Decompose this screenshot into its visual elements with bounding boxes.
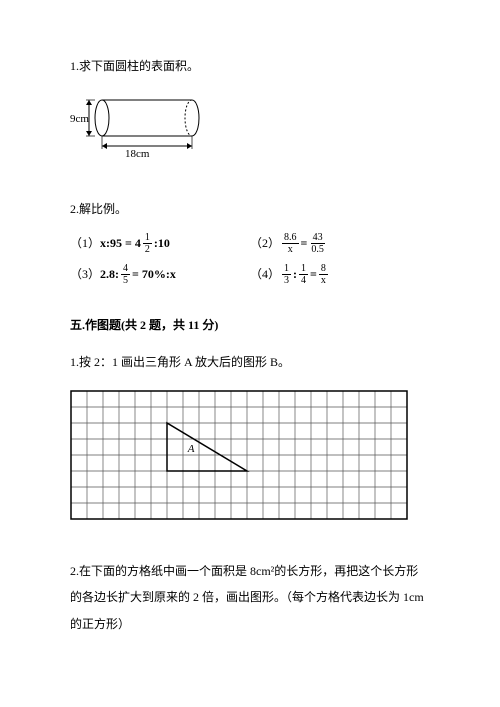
p4-fbd: 4	[299, 275, 308, 286]
p1-mixed-den: 2	[143, 244, 152, 255]
p4-eq: =	[310, 267, 317, 281]
svg-text:18cm: 18cm	[125, 148, 150, 160]
p2-f1d: x	[286, 244, 295, 255]
p1-lhs: x:95 = 4	[100, 236, 141, 250]
grid1-svg: A	[70, 390, 408, 520]
p4-fan: 1	[282, 263, 291, 275]
prop-4: （4） 13 : 14 = 8x	[250, 263, 330, 286]
p2-frac1: 8.6x	[282, 232, 299, 255]
idx-1: （1）	[70, 232, 100, 255]
p4-fcd: x	[319, 275, 328, 286]
grid1-wrap: A	[70, 390, 430, 528]
idx-3: （3）	[70, 263, 100, 286]
p3-tail: = 70%:x	[132, 267, 176, 281]
q2-text: 2.解比例。	[70, 198, 430, 221]
idx-2: （2）	[250, 232, 280, 255]
section5-heading: 五.作图题(共 2 题，共 11 分)	[70, 314, 430, 337]
p3-frac: 45	[121, 263, 130, 286]
proportions-block: （1） x:95 = 4 12 :10 （2） 8.6x = 430.5 （3）	[70, 232, 430, 286]
section5-q2: 2.在下面的方格纸中画一个面积是 8cm²的长方形，再把这个长方形的各边长扩大到…	[70, 558, 430, 637]
prop-3: （3） 2.8: 45 = 70%:x	[70, 263, 250, 286]
p4-fa: 13	[282, 263, 291, 286]
p4-fcn: 8	[319, 263, 328, 275]
svg-text:A: A	[187, 443, 195, 455]
p4-fbn: 1	[299, 263, 308, 275]
p4-fc: 8x	[319, 263, 328, 286]
p3-fd: 5	[121, 275, 130, 286]
p1-tail: :10	[154, 236, 170, 250]
cylinder-svg: 9cm 18cm	[70, 90, 215, 162]
p4-fb: 14	[299, 263, 308, 286]
q1-text: 1.求下面圆柱的表面积。	[70, 55, 430, 78]
section5-q1: 1.按 2：1 画出三角形 A 放大后的图形 B。	[70, 351, 430, 374]
p1-mixed: 12	[141, 232, 154, 255]
p2-f2d: 0.5	[309, 244, 326, 255]
p2-eq: =	[301, 236, 308, 250]
p2-f1n: 8.6	[282, 232, 299, 244]
cylinder-figure: 9cm 18cm	[70, 90, 430, 170]
p3-lead: 2.8:	[100, 267, 119, 281]
p3-fn: 4	[121, 263, 130, 275]
prop-2: （2） 8.6x = 430.5	[250, 232, 328, 255]
p2-frac2: 430.5	[309, 232, 326, 255]
prop-1: （1） x:95 = 4 12 :10	[70, 232, 250, 255]
idx-4: （4）	[250, 263, 280, 286]
p4-fad: 3	[282, 275, 291, 286]
svg-text:9cm: 9cm	[70, 113, 89, 125]
p4-colon: :	[293, 267, 297, 281]
p2-f2n: 43	[311, 232, 325, 244]
p1-mixed-num: 1	[143, 232, 152, 244]
